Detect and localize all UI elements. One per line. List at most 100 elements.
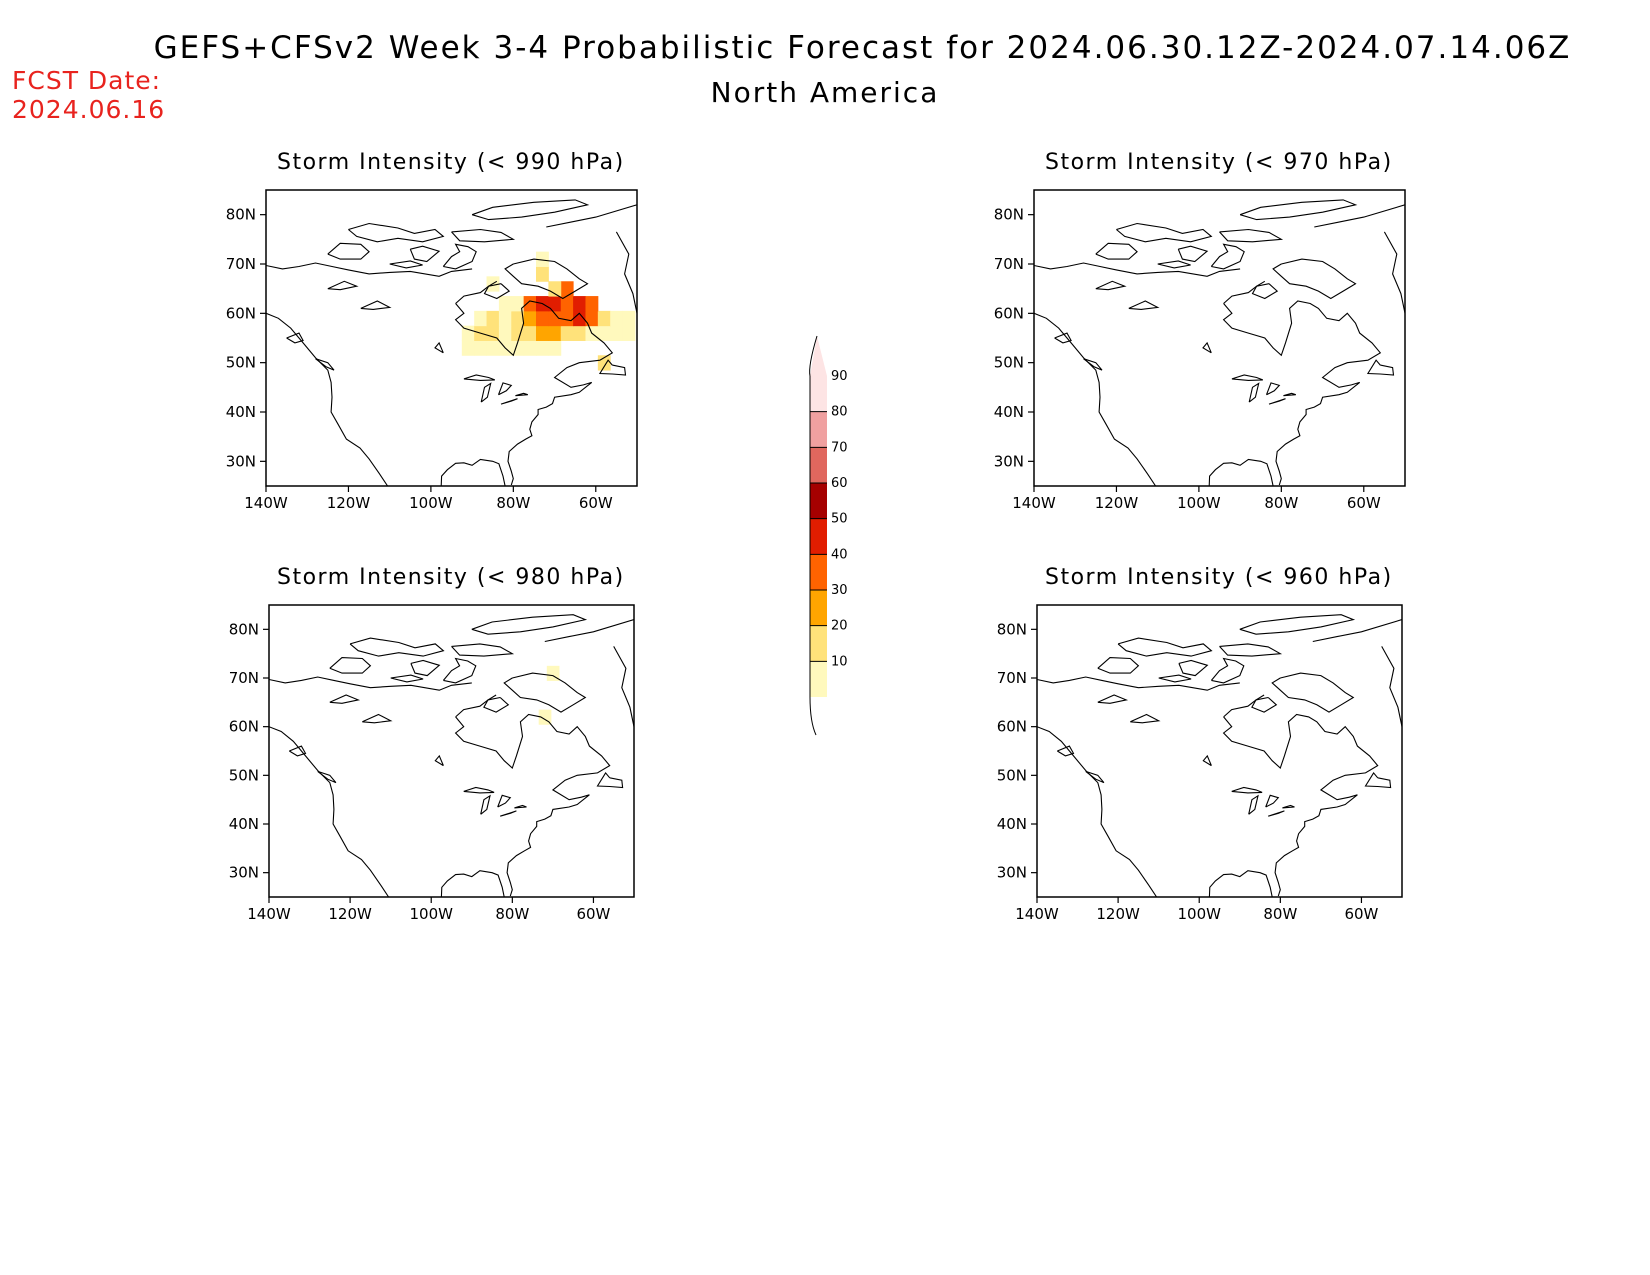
lat-tick-label: 80N <box>994 206 1024 224</box>
probability-cell <box>622 325 636 341</box>
coastline <box>1364 771 1392 789</box>
probability-cell <box>474 310 488 327</box>
colorbar-cap-bottom <box>809 696 817 736</box>
coastline <box>596 771 624 789</box>
coastline <box>434 341 444 354</box>
probability-cell <box>548 340 562 356</box>
coastline <box>1177 245 1209 263</box>
colorbar-label: 20 <box>831 619 848 634</box>
probability-cell <box>560 325 574 341</box>
lat-tick-label: 70N <box>994 255 1024 273</box>
coastline <box>1117 637 1213 657</box>
colorbar-label: 90 <box>831 369 848 384</box>
lon-tick-label: 100W <box>1177 905 1221 923</box>
lat-tick-label: 50N <box>994 354 1024 372</box>
panel-title-990: Storm Intensity (< 990 hPa) <box>277 150 625 175</box>
probability-cell <box>622 310 636 327</box>
coastline <box>1314 204 1405 228</box>
coastline <box>269 726 390 897</box>
lat-tick-label: 50N <box>997 766 1027 784</box>
coastline <box>409 245 441 263</box>
probability-cell <box>573 325 586 341</box>
probability-cell <box>610 310 624 327</box>
coastline <box>266 312 389 486</box>
coastline <box>1219 643 1283 657</box>
coastline <box>455 280 498 304</box>
coastline <box>1095 242 1138 260</box>
lat-tick-label: 70N <box>997 669 1027 687</box>
coastline <box>497 382 513 396</box>
coastline <box>317 770 337 784</box>
map-panel-1: 140W 120W 100W 80W 60W 30N 40N 50N 60N 70N 80N <box>994 189 1406 512</box>
coastline <box>1097 694 1129 704</box>
coastline <box>451 228 516 243</box>
forecast-date-block: FCST Date: 2024.06.16 <box>12 66 165 124</box>
colorbar-label: 30 <box>831 583 848 598</box>
colorbar-bin <box>810 590 827 626</box>
coastline <box>1239 199 1358 221</box>
coastline <box>503 672 587 713</box>
probability-cell <box>548 325 562 341</box>
coastline <box>1271 672 1355 713</box>
coastline <box>515 392 528 397</box>
lon-tick-label: 80W <box>495 905 529 923</box>
lon-tick-label: 120W <box>328 905 372 923</box>
probability-cell <box>486 340 500 356</box>
lon-tick-label: 140W <box>247 905 291 923</box>
coastline <box>1083 358 1103 371</box>
coastline <box>613 646 634 727</box>
lat-tick-label: 30N <box>994 452 1024 470</box>
probability-cell <box>536 266 549 282</box>
coastline <box>1095 280 1127 291</box>
coastline <box>454 713 611 897</box>
coastline <box>434 754 444 767</box>
lat-tick-label: 70N <box>226 255 256 273</box>
coastline <box>349 637 445 657</box>
lon-tick-label: 120W <box>1095 494 1139 512</box>
coastline <box>451 643 515 657</box>
lon-tick-label: 140W <box>1015 905 1059 923</box>
coastline <box>1128 300 1160 310</box>
lat-tick-label: 60N <box>229 718 259 736</box>
coastline <box>327 242 370 260</box>
coastline <box>1231 374 1263 381</box>
coastline <box>1202 341 1212 354</box>
lat-tick-label: 40N <box>226 403 256 421</box>
coastline <box>500 810 517 817</box>
coastline <box>544 619 634 643</box>
coastline <box>1272 258 1357 300</box>
fcst-date-value: 2024.06.16 <box>12 95 166 124</box>
map-panel-2: 140W 120W 100W 80W 60W 30N 40N 50N 60N 70N 80N <box>229 604 635 923</box>
colorbar-bin <box>810 411 827 448</box>
probability-cell <box>585 310 599 327</box>
colorbar-label: 40 <box>831 547 848 562</box>
coastline <box>615 231 637 314</box>
colorbar: 10 20 30 40 50 60 70 80 90 <box>809 335 848 736</box>
lat-tick-label: 80N <box>226 206 256 224</box>
lat-tick-label: 50N <box>226 354 256 372</box>
probability-cell <box>610 325 624 341</box>
panel-title-960: Storm Intensity (< 960 hPa) <box>1045 565 1393 590</box>
coastline <box>463 786 495 794</box>
colorbar-bin <box>810 518 827 555</box>
coastline <box>471 199 590 221</box>
map-frame <box>1033 189 1406 487</box>
lon-tick-label: 100W <box>409 905 453 923</box>
coastline <box>329 657 372 674</box>
coastline <box>1265 794 1280 808</box>
lon-tick-label: 80W <box>496 494 530 512</box>
colorbar-label: 80 <box>831 405 848 420</box>
probability-cell <box>511 310 525 327</box>
coastline <box>329 694 361 704</box>
coastline <box>1054 332 1072 344</box>
coastline <box>454 300 614 486</box>
lon-tick-label: 60W <box>1347 494 1381 512</box>
coastline <box>480 382 492 403</box>
lon-tick-label: 80W <box>1264 494 1298 512</box>
lon-tick-label: 100W <box>1177 494 1221 512</box>
probability-cell <box>560 310 574 327</box>
probability-cell <box>498 310 512 327</box>
coastline <box>327 280 359 291</box>
coastline <box>389 260 423 269</box>
coastline <box>440 458 506 486</box>
